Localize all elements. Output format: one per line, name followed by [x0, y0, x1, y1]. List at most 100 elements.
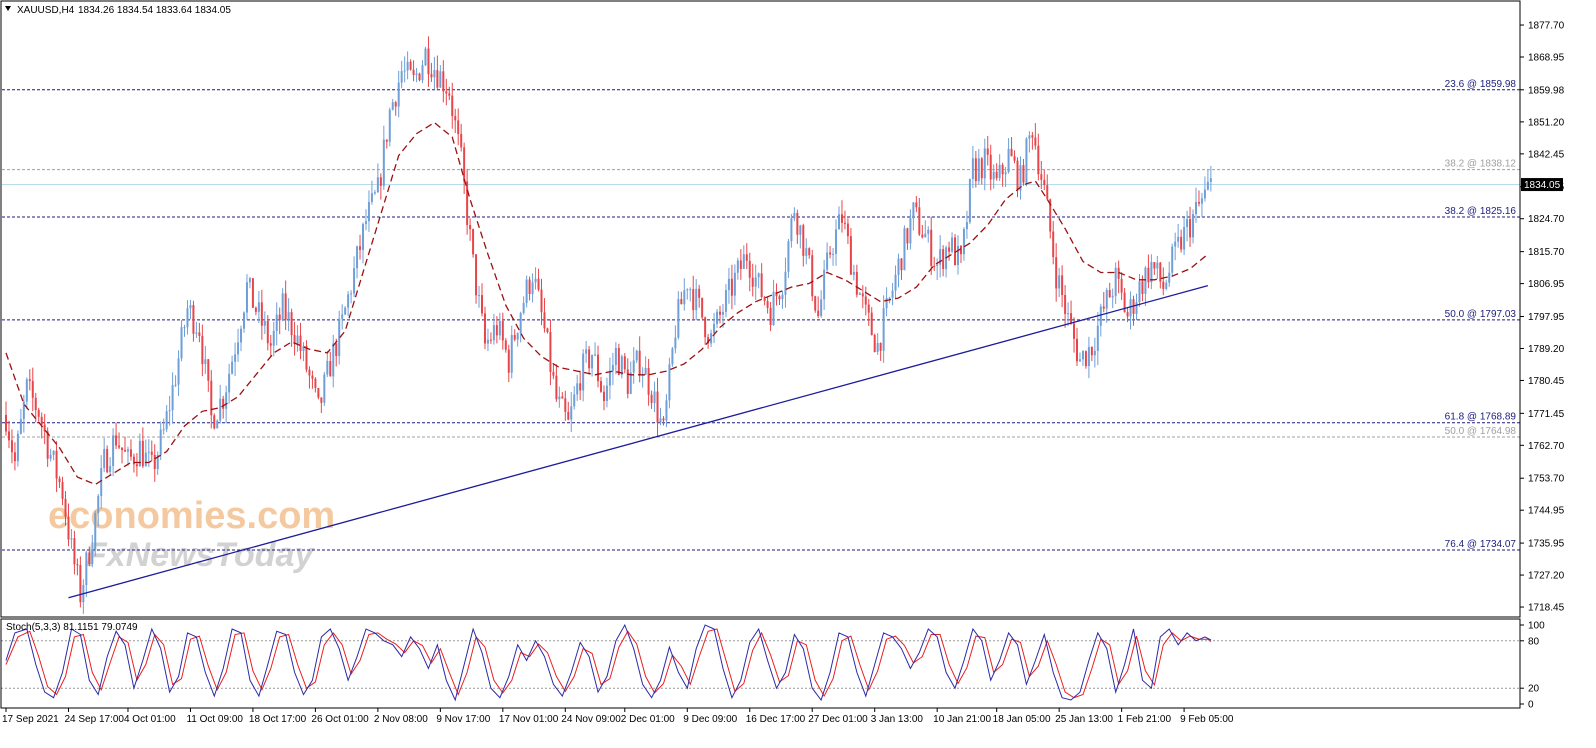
candle-body	[320, 397, 323, 403]
candle-body	[936, 264, 939, 266]
candle-body	[406, 61, 409, 71]
x-tick-label: 27 Dec 01:00	[808, 714, 868, 725]
candle-body	[97, 495, 100, 513]
candle-body	[311, 375, 314, 379]
candle-body	[817, 310, 820, 316]
candle-body	[909, 218, 912, 244]
candle-body	[1120, 278, 1123, 293]
stochastic-main-line	[5, 623, 1212, 702]
candle-body	[1034, 137, 1037, 146]
y-tick-label: 1744.95	[1528, 506, 1565, 517]
candle-body	[293, 335, 296, 344]
candle-body	[7, 431, 10, 441]
candle-body	[350, 293, 353, 295]
candle-body	[159, 429, 162, 455]
x-tick-label: 4 Oct 01:00	[124, 714, 176, 725]
candle-body	[162, 429, 165, 431]
candle-body	[58, 478, 61, 483]
candle-body	[790, 218, 793, 242]
candle-body	[701, 297, 704, 318]
ohlc-values: 1834.26 1834.54 1833.64 1834.05	[78, 5, 231, 16]
candle-body	[344, 307, 347, 315]
candle-body	[736, 260, 739, 273]
candle-body	[478, 295, 481, 297]
candle-body	[124, 450, 126, 452]
candle-body	[94, 512, 97, 550]
trend-line	[68, 284, 1209, 599]
candle-body	[1108, 289, 1111, 298]
candle-body	[55, 450, 58, 479]
candle-body	[234, 354, 237, 362]
candle-body	[329, 360, 332, 377]
candle-body	[433, 70, 436, 78]
candle-body	[359, 246, 362, 250]
candle-body	[638, 350, 641, 376]
candle-body	[43, 424, 46, 432]
candle-body	[951, 237, 954, 252]
candle-body	[225, 392, 228, 409]
x-tick-label: 10 Jan 21:00	[933, 714, 991, 725]
candle-body	[629, 372, 632, 394]
symbol-label: XAUUSD,H4	[17, 5, 75, 16]
fib-level-label: 23.6 @ 1859.98	[1445, 79, 1517, 90]
candle-body	[231, 361, 234, 374]
candle-body	[695, 288, 698, 311]
candle-body	[564, 398, 567, 412]
y-tick-label: 1806.95	[1528, 279, 1565, 290]
candle-body	[76, 564, 79, 566]
candle-body	[1147, 267, 1150, 283]
candle-body	[1168, 272, 1171, 283]
candle-body	[799, 225, 802, 235]
candle-body	[483, 313, 486, 344]
candle-body	[626, 369, 629, 394]
candle-body	[1138, 281, 1141, 303]
candle-body	[118, 445, 121, 448]
candle-body	[472, 229, 475, 255]
candle-body	[1040, 174, 1043, 180]
candle-body	[305, 346, 308, 370]
candle-body	[445, 91, 448, 94]
candle-body	[109, 466, 112, 473]
candle-body	[144, 452, 147, 467]
candle-body	[174, 384, 177, 386]
candle-body	[454, 116, 457, 121]
x-tick-label: 11 Oct 09:00	[186, 714, 243, 725]
candle-body	[843, 222, 846, 224]
candle-body	[100, 468, 103, 496]
candle-body	[605, 385, 608, 402]
candle-body	[1013, 156, 1016, 161]
candle-body	[403, 70, 406, 72]
candle-body	[882, 308, 885, 351]
candle-body	[451, 95, 454, 117]
candle-body	[826, 252, 829, 270]
candle-body	[689, 289, 692, 291]
candle-body	[674, 337, 677, 349]
candle-body	[180, 327, 183, 359]
candle-body	[742, 254, 745, 269]
candle-body	[1150, 262, 1153, 283]
candle-body	[272, 330, 275, 346]
candle-body	[876, 343, 879, 352]
candle-body	[787, 241, 790, 272]
candle-body	[281, 293, 284, 321]
candle-body	[552, 371, 555, 376]
candle-body	[364, 221, 367, 225]
candle-body	[216, 420, 219, 429]
fib-level-label: 50.0 @ 1764.98	[1445, 426, 1517, 437]
candle-body	[769, 307, 772, 326]
candle-body	[391, 102, 394, 110]
candle-body	[1126, 312, 1129, 317]
candle-body	[1183, 227, 1186, 250]
candle-body	[171, 385, 174, 411]
candle-body	[28, 379, 31, 381]
candle-body	[528, 279, 531, 295]
candle-body	[1028, 135, 1031, 139]
candle-body	[156, 454, 159, 469]
candle-body	[287, 312, 290, 320]
candle-body	[707, 337, 710, 344]
candle-body	[927, 229, 930, 234]
candle-body	[204, 359, 207, 365]
candle-body	[442, 71, 445, 92]
candle-body	[1111, 295, 1114, 298]
